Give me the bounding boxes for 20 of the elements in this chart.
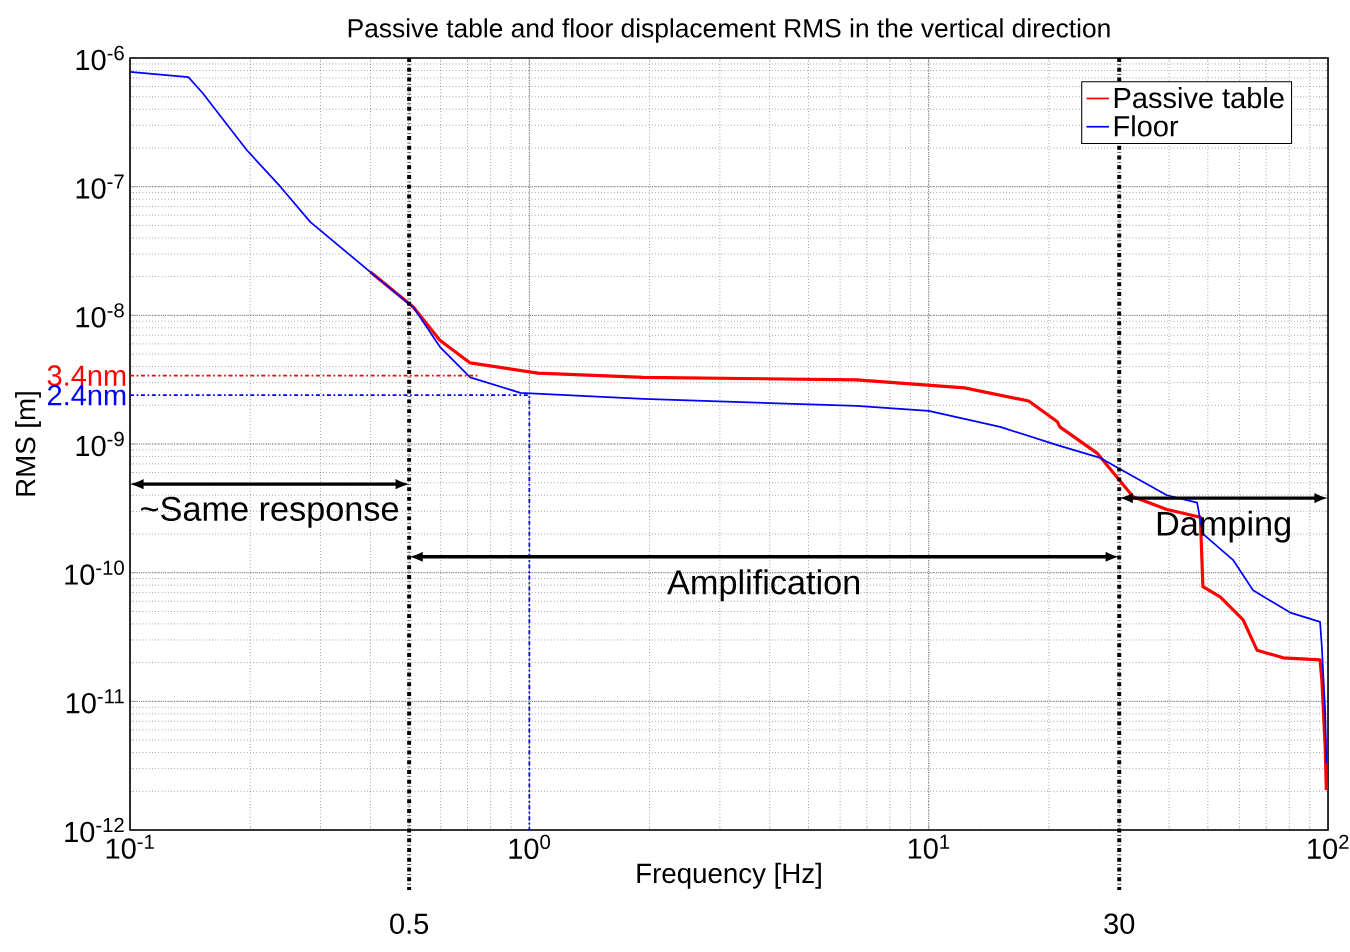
y-tick-label: 10$^{-8}$ xyxy=(76,303,124,328)
y-tick-label: 10$^{-11}$ xyxy=(66,689,124,714)
legend-label: Floor xyxy=(1114,115,1179,137)
x-tick-label: 10$^{0}$ xyxy=(509,834,551,860)
y-tick-label: 10$^{-6}$ xyxy=(76,45,124,71)
x-axis-title: Frequency [Hz] xyxy=(637,862,821,889)
annotation: Amplification xyxy=(667,569,860,602)
y-tick-label: 10$^{-10}$ xyxy=(65,560,124,585)
x-tick-label: 10$^{2}$ xyxy=(1308,834,1349,860)
y-tick-label: 10$^{-9}$ xyxy=(76,431,124,457)
series-label: 2.4nm xyxy=(48,384,126,406)
chart-title: Passive table and floor displacement RMS in the vertical direction xyxy=(348,18,1110,43)
y-tick-label: 10$^{-7}$ xyxy=(76,174,124,199)
annotation: ~Same response xyxy=(141,496,398,528)
x-tick-label: 10$^{1}$ xyxy=(908,834,950,859)
series-label: 3.4nm xyxy=(47,365,126,386)
ref-line-label: 30 xyxy=(1104,913,1135,934)
y-axis-title: RMS [m] xyxy=(15,392,41,496)
ref-line-label: 0.5 xyxy=(390,913,429,934)
legend-label: Passive table xyxy=(1114,86,1284,109)
